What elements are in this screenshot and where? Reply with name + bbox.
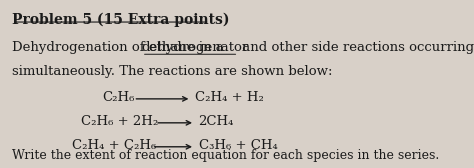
- Text: dehydrogenator: dehydrogenator: [142, 41, 249, 54]
- Text: Problem 5 (15 Extra points): Problem 5 (15 Extra points): [12, 13, 230, 27]
- Text: C₂H₆ + 2H₂: C₂H₆ + 2H₂: [81, 115, 158, 128]
- Text: simultaneously. The reactions are shown below:: simultaneously. The reactions are shown …: [12, 65, 333, 78]
- Text: and other side reactions occurring: and other side reactions occurring: [238, 41, 474, 54]
- Text: 2CH₄: 2CH₄: [199, 115, 234, 128]
- Text: Dehydrogenation of ethane in a: Dehydrogenation of ethane in a: [12, 41, 228, 54]
- Text: C₂H₄ + C₂H₆: C₂H₄ + C₂H₆: [72, 139, 156, 152]
- Text: C₂H₄ + H₂: C₂H₄ + H₂: [195, 91, 264, 104]
- Text: C₃H₆ + CH₄: C₃H₆ + CH₄: [199, 139, 277, 152]
- Text: Write the extent of reaction equation for each species in the series.: Write the extent of reaction equation fo…: [12, 149, 439, 162]
- Text: C₂H₆: C₂H₆: [103, 91, 135, 104]
